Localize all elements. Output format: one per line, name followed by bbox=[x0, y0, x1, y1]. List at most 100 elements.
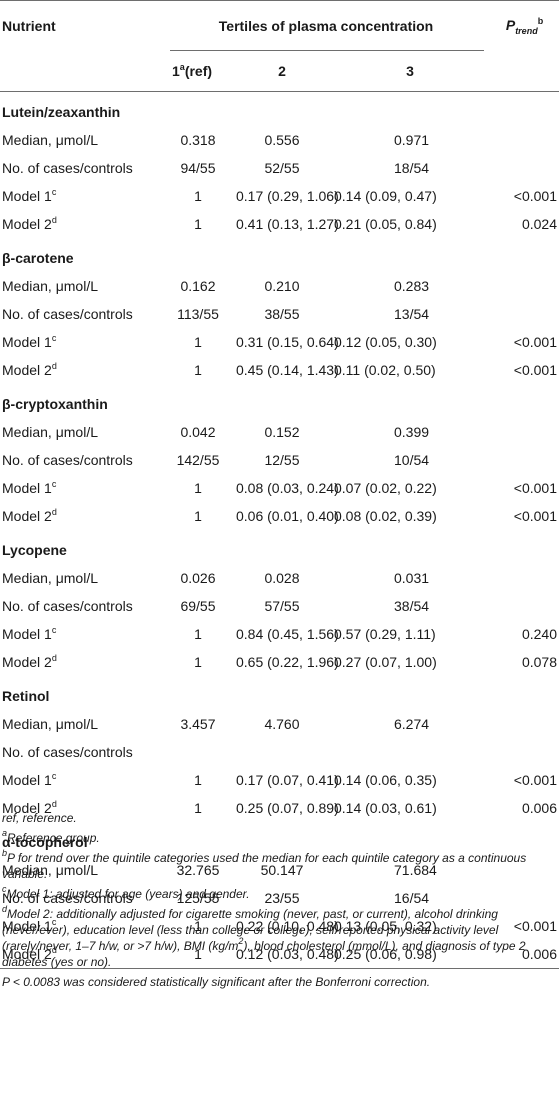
row-label-text: Model 1 bbox=[2, 772, 52, 788]
cell-tertile-2: 0.22 (0.10, 0.48) bbox=[236, 918, 339, 934]
cell-tertile-3: 0.399 bbox=[394, 424, 430, 440]
cell-tertile-2: 4.760 bbox=[264, 716, 300, 732]
row-label-text: No. of cases/controls bbox=[2, 890, 133, 906]
section-row: α-tocopherol bbox=[0, 822, 559, 856]
row-label: No. of cases/controls bbox=[0, 154, 162, 182]
cell-ptrend: 0.024 bbox=[521, 216, 558, 232]
cell-tertile-3: 0.14 (0.09, 0.47) bbox=[334, 188, 437, 204]
cell-tertile-1: 1 bbox=[194, 654, 202, 670]
cell-ptrend: <0.001 bbox=[513, 334, 558, 350]
row-label: Median, μmol/L bbox=[0, 564, 162, 592]
cell-ptrend bbox=[490, 710, 559, 738]
section-row: β-cryptoxanthin bbox=[0, 384, 559, 418]
cell-tertile-1: 1 bbox=[194, 918, 202, 934]
cell-tertile-2: 0.028 bbox=[264, 570, 300, 586]
row-label-text: Model 2 bbox=[2, 800, 52, 816]
row-label: Model 2d bbox=[0, 794, 162, 822]
cell-tertile-1: 1 bbox=[194, 772, 202, 788]
header-ptrend: Ptrendb bbox=[490, 0, 559, 51]
cell-tertile-3: 10/54 bbox=[394, 452, 430, 468]
row-label: Median, μmol/L bbox=[0, 126, 162, 154]
row-label: Model 1c bbox=[0, 912, 162, 940]
row-label-text: No. of cases/controls bbox=[2, 306, 133, 322]
table-row: Median, μmol/L 0.318 0.556 0.971 bbox=[0, 126, 559, 154]
row-label: No. of cases/controls bbox=[0, 738, 162, 766]
row-label: Model 2d bbox=[0, 502, 162, 530]
cell-tertile-2 bbox=[234, 738, 330, 766]
row-label: Median, μmol/L bbox=[0, 272, 162, 300]
cell-tertile-3: 0.07 (0.02, 0.22) bbox=[334, 480, 437, 496]
cell-tertile-2: 0.25 (0.07, 0.89) bbox=[236, 800, 339, 816]
table-row: No. of cases/controls 113/55 38/55 13/54 bbox=[0, 300, 559, 328]
cell-tertile-2: 23/55 bbox=[264, 890, 300, 906]
cell-tertile-2: 0.84 (0.45, 1.56) bbox=[236, 626, 339, 642]
row-label-footnote-mark: c bbox=[51, 333, 57, 343]
cell-tertile-1: 113/55 bbox=[177, 306, 219, 322]
row-label-footnote-mark: c bbox=[51, 479, 57, 489]
section-row: β-carotene bbox=[0, 238, 559, 272]
cell-tertile-1: 142/55 bbox=[176, 452, 220, 468]
cell-tertile-2: 0.556 bbox=[264, 132, 300, 148]
row-label: Model 2d bbox=[0, 356, 162, 384]
row-label-text: Median, μmol/L bbox=[2, 424, 98, 440]
row-label: Model 2d bbox=[0, 940, 162, 969]
header-tertiles: Tertiles of plasma concentration bbox=[162, 0, 491, 52]
section-title: Retinol bbox=[2, 688, 50, 704]
table-row: Median, μmol/L 0.026 0.028 0.031 bbox=[0, 564, 559, 592]
cell-tertile-3: 0.08 (0.02, 0.39) bbox=[334, 508, 437, 524]
row-label: Model 1c bbox=[0, 620, 162, 648]
row-label-footnote-mark: d bbox=[51, 507, 57, 517]
row-label-text: Model 2 bbox=[2, 362, 52, 378]
row-label-footnote-mark: d bbox=[51, 945, 57, 955]
cell-tertile-2: 38/55 bbox=[264, 306, 300, 322]
table-row: Median, μmol/L 3.457 4.760 6.274 bbox=[0, 710, 559, 738]
cell-tertile-1: 1 bbox=[194, 188, 202, 204]
cell-tertile-3 bbox=[330, 738, 490, 766]
cell-tertile-3: 18/54 bbox=[394, 160, 430, 176]
table-row: Model 1c 1 0.84 (0.45, 1.56) 0.57 (0.29, 1.… bbox=[0, 620, 559, 648]
cell-tertile-2: 12/55 bbox=[264, 452, 300, 468]
row-label: No. of cases/controls bbox=[0, 446, 162, 474]
header-tertile-1: 1a(ref) bbox=[162, 51, 234, 92]
row-label-footnote-mark: d bbox=[51, 215, 57, 225]
cell-ptrend: 0.078 bbox=[521, 654, 558, 670]
table-row: Median, μmol/L 0.162 0.210 0.283 bbox=[0, 272, 559, 300]
table-row: No. of cases/controls 125/55 23/55 16/54 bbox=[0, 884, 559, 912]
section-title: α-tocopherol bbox=[2, 834, 88, 850]
cell-ptrend bbox=[490, 126, 559, 154]
cell-ptrend: 0.240 bbox=[521, 626, 558, 642]
cell-tertile-3: 0.12 (0.05, 0.30) bbox=[334, 334, 437, 350]
table-row: Median, μmol/L 32.765 50.147 71.684 bbox=[0, 856, 559, 884]
cell-tertile-1: 1 bbox=[194, 334, 202, 350]
row-label-text: Median, μmol/L bbox=[2, 862, 98, 878]
cell-tertile-1: 125/55 bbox=[176, 890, 220, 906]
row-label-footnote-mark: c bbox=[51, 625, 57, 635]
cell-tertile-3: 13/54 bbox=[394, 306, 430, 322]
cell-tertile-3: 0.13 (0.05, 0.32) bbox=[334, 918, 437, 934]
cell-ptrend bbox=[490, 446, 559, 474]
row-label: Model 2d bbox=[0, 210, 162, 238]
header-tertile-2: 2 bbox=[234, 51, 330, 92]
cell-tertile-3: 0.27 (0.07, 1.00) bbox=[334, 654, 437, 670]
cell-tertile-3: 16/54 bbox=[394, 890, 430, 906]
cell-ptrend bbox=[490, 154, 559, 182]
cell-ptrend bbox=[490, 592, 559, 620]
cell-tertile-2: 50.147 bbox=[260, 862, 304, 878]
row-label-text: Median, μmol/L bbox=[2, 132, 98, 148]
cell-tertile-1: 1 bbox=[194, 362, 202, 378]
header-empty bbox=[0, 51, 162, 92]
footnotes: ref, reference. aReference group. bP for… bbox=[2, 810, 555, 990]
header-nutrient: Nutrient bbox=[0, 0, 162, 51]
cell-tertile-1: 1 bbox=[194, 800, 202, 816]
row-label: Model 1c bbox=[0, 474, 162, 502]
table-row: No. of cases/controls 69/55 57/55 38/54 bbox=[0, 592, 559, 620]
cell-tertile-3: 0.14 (0.03, 0.61) bbox=[334, 800, 437, 816]
row-label: Model 1c bbox=[0, 766, 162, 794]
cell-ptrend bbox=[490, 272, 559, 300]
section-row: Lutein/zeaxanthin bbox=[0, 92, 559, 127]
cell-ptrend: <0.001 bbox=[513, 480, 558, 496]
cell-tertile-3: 6.274 bbox=[394, 716, 430, 732]
row-label-text: No. of cases/controls bbox=[2, 744, 133, 760]
section-row: Lycopene bbox=[0, 530, 559, 564]
row-label-footnote-mark: d bbox=[51, 799, 57, 809]
